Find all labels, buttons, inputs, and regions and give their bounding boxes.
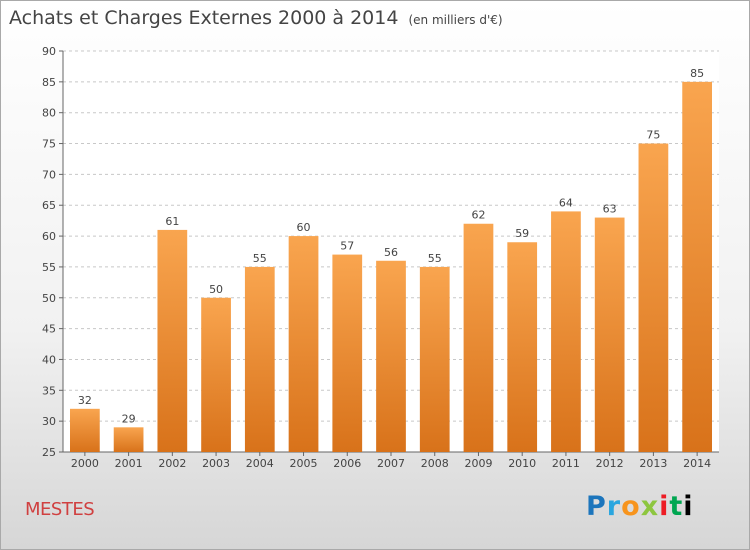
y-tick-label: 50	[42, 292, 56, 305]
logo-letter: r	[606, 491, 622, 522]
bar	[113, 427, 144, 452]
logo-letter: o	[621, 491, 641, 522]
bar	[332, 254, 363, 452]
bar	[419, 266, 450, 452]
x-tick-label: 2014	[683, 457, 711, 470]
x-tick-label: 2012	[596, 457, 624, 470]
bar	[288, 236, 319, 452]
x-tick-label: 2000	[71, 457, 99, 470]
y-tick-label: 45	[42, 323, 56, 336]
y-tick-label: 85	[42, 76, 56, 89]
x-tick-label: 2010	[508, 457, 536, 470]
y-tick-label: 35	[42, 384, 56, 397]
bar	[244, 266, 275, 452]
bar	[69, 408, 100, 452]
bar-value-label: 85	[690, 67, 704, 80]
bar	[376, 260, 406, 452]
y-tick-label: 70	[42, 168, 56, 181]
logo-letter: i	[683, 491, 694, 522]
proxiti-logo: Proxiti	[586, 491, 694, 522]
bar	[594, 217, 625, 452]
chart-title-text: Achats et Charges Externes 2000 à 2014	[9, 7, 399, 29]
x-tick-label: 2003	[202, 457, 230, 470]
bar-value-label: 57	[340, 240, 354, 253]
bar-value-label: 29	[122, 412, 136, 425]
x-tick-label: 2007	[377, 457, 405, 470]
y-tick-label: 30	[42, 415, 56, 428]
x-tick-label: 2001	[115, 457, 143, 470]
logo-letter: x	[640, 491, 660, 522]
x-tick-label: 2013	[639, 457, 667, 470]
bar-value-label: 61	[165, 215, 179, 228]
x-tick-label: 2004	[246, 457, 274, 470]
x-tick-label: 2006	[333, 457, 361, 470]
bar	[507, 242, 538, 452]
city-name: MESTES	[25, 499, 95, 520]
bar-value-label: 75	[646, 129, 660, 142]
y-tick-label: 60	[42, 230, 56, 243]
bar-value-label: 55	[428, 252, 442, 265]
bar-value-label: 64	[559, 196, 573, 209]
bar-value-label: 62	[471, 209, 485, 222]
chart-title: Achats et Charges Externes 2000 à 2014 (e…	[9, 7, 503, 29]
logo-letter: P	[586, 491, 607, 522]
bar	[157, 229, 188, 452]
bar-value-label: 63	[603, 203, 617, 216]
logo-letter: i	[659, 491, 670, 522]
bar-value-label: 59	[515, 227, 529, 240]
x-tick-label: 2009	[464, 457, 492, 470]
logo-letter: t	[669, 491, 684, 522]
bar-value-label: 56	[384, 246, 398, 259]
bar	[201, 297, 231, 452]
y-tick-label: 90	[42, 45, 56, 58]
bar-value-label: 55	[253, 252, 267, 265]
x-tick-label: 2005	[290, 457, 318, 470]
chart-subtitle: (en milliers d'€)	[408, 13, 503, 27]
bar	[463, 223, 494, 452]
x-tick-label: 2011	[552, 457, 580, 470]
y-tick-label: 75	[42, 138, 56, 151]
bar-value-label: 50	[209, 283, 223, 296]
y-tick-label: 65	[42, 199, 56, 212]
x-tick-label: 2008	[421, 457, 449, 470]
bar-value-label: 32	[78, 394, 92, 407]
bar	[551, 211, 581, 452]
y-tick-label: 25	[42, 446, 56, 459]
bar	[682, 81, 713, 452]
bar-value-label: 60	[297, 221, 311, 234]
x-tick-label: 2002	[158, 457, 186, 470]
y-tick-label: 55	[42, 261, 56, 274]
bar	[638, 143, 669, 453]
y-tick-label: 40	[42, 353, 56, 366]
y-tick-label: 80	[42, 107, 56, 120]
